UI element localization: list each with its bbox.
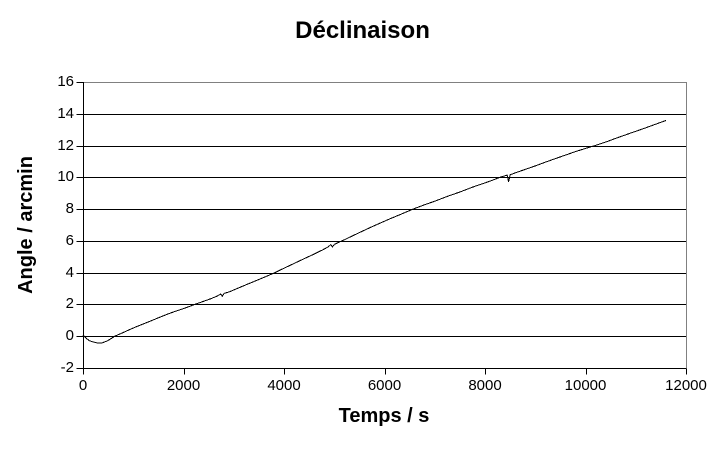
x-tick-label: 10000: [564, 377, 607, 394]
x-tick-label: 6000: [367, 377, 402, 394]
x-tick-label: 8000: [468, 377, 502, 394]
x-tick-label: 4000: [267, 377, 301, 394]
x-tick-label: 12000: [665, 377, 707, 394]
series-line-declinaison: [82, 120, 667, 344]
y-tick-label: 10: [57, 168, 74, 186]
x-tick-label: 2000: [166, 377, 201, 394]
y-tick-label: 6: [65, 231, 74, 249]
y-tick-label: 0: [65, 327, 74, 345]
x-tick-label: 0: [78, 377, 88, 394]
y-tick-label: 4: [65, 263, 74, 281]
y-tick-label: 14: [57, 104, 74, 122]
y-tick-label: 8: [65, 200, 74, 218]
y-tick-label: 12: [57, 136, 74, 154]
y-tick-label: 2: [65, 295, 74, 313]
chart-title: Déclinaison: [295, 17, 430, 44]
x-axis-title: Temps / s: [338, 405, 430, 427]
y-tick-label: -2: [60, 359, 74, 376]
y-tick-label: 16: [57, 73, 74, 90]
